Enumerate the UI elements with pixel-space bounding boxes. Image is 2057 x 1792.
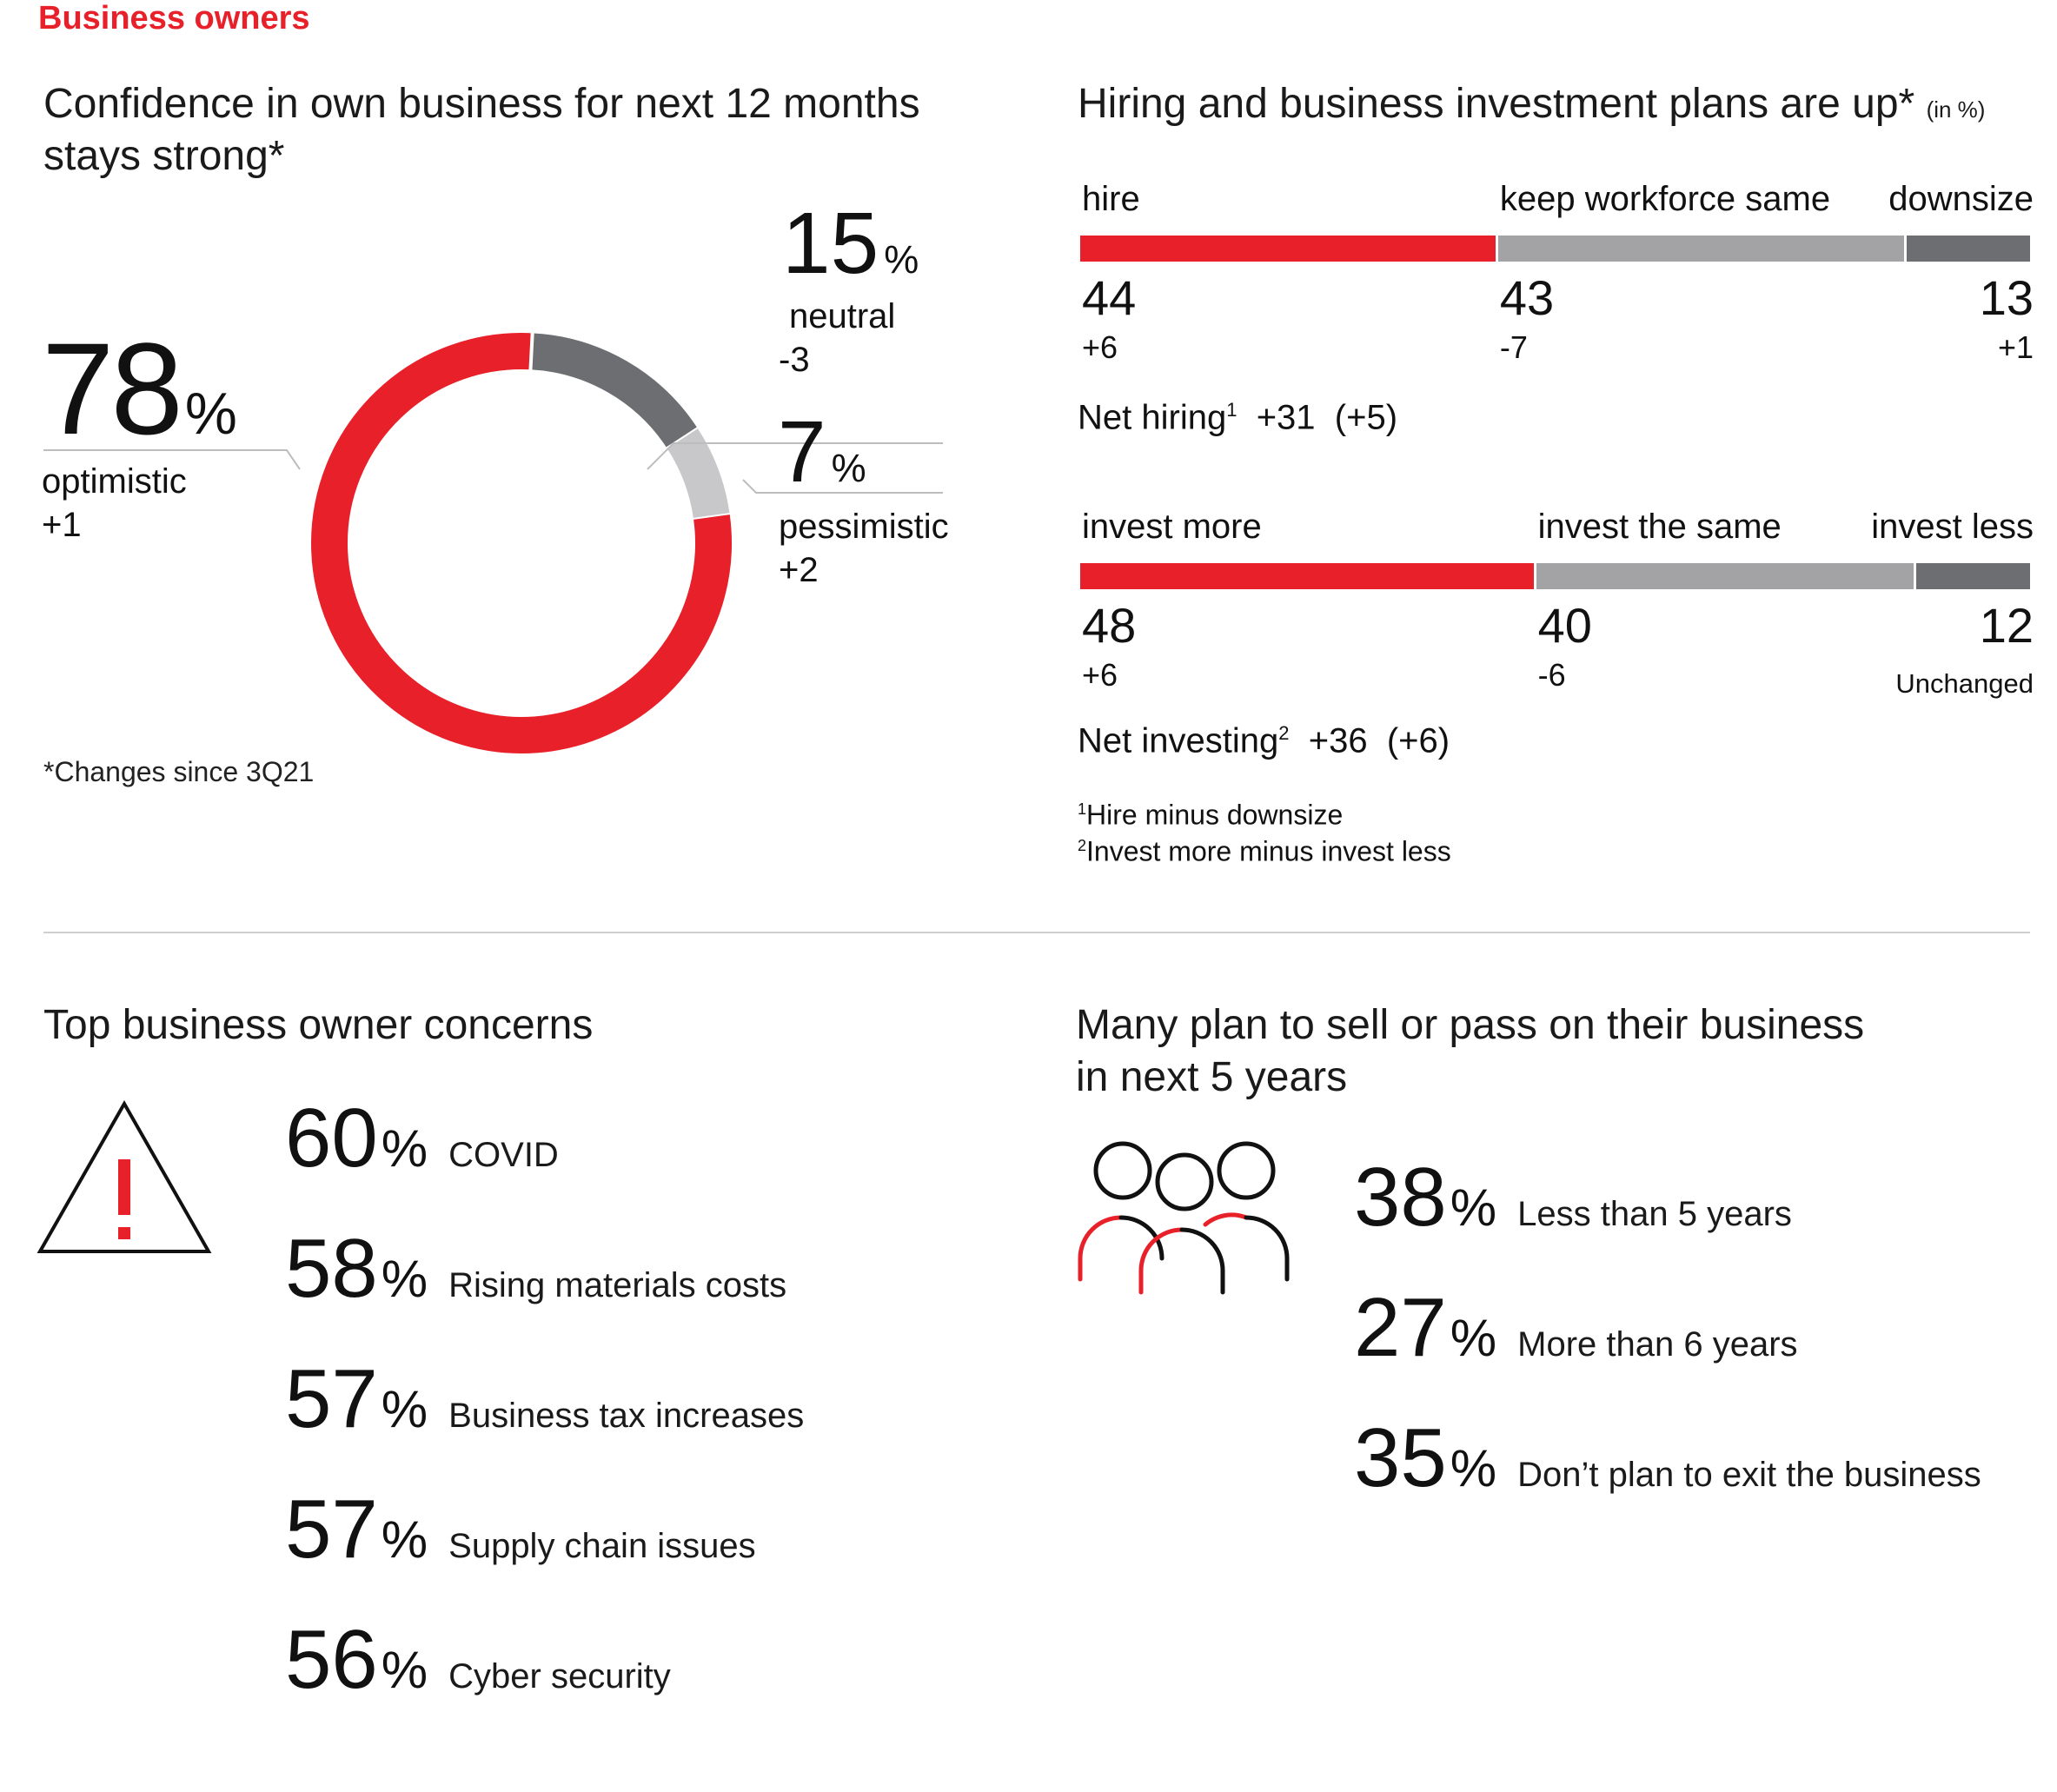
leader-line-neutral bbox=[647, 442, 943, 470]
bar-change-label: +1 bbox=[1997, 329, 2034, 365]
net-investing: Net investing2 +36 (+6) bbox=[1078, 721, 1450, 760]
neutral-value: 15% bbox=[782, 195, 919, 292]
investment-bar-chart: invest more 48 +6 invest the same 40 -6 invest… bbox=[1080, 506, 2034, 714]
bar-category-label: hire bbox=[1082, 180, 1140, 218]
confidence-title-line1: Confidence in own business for next 12 m… bbox=[43, 81, 920, 127]
list-item: 35% Don’t plan to exit the business bbox=[1354, 1411, 1981, 1504]
hiring-bar-chart: hire 44 +6 keep workforce same 43 -7 downsize 1… bbox=[1080, 178, 2034, 387]
bar-category-label: keep workforce same bbox=[1499, 180, 1831, 218]
bar-category-label: invest less bbox=[1871, 508, 2034, 546]
bar-value-label: 44 bbox=[1082, 270, 1137, 325]
leader-line-pessimistic bbox=[742, 479, 943, 494]
list-item: 56% Cyber security bbox=[285, 1613, 671, 1706]
list-item: 60% COVID bbox=[285, 1092, 559, 1185]
hiring-title-unit: (in %) bbox=[1926, 96, 1986, 123]
bar-category-label: downsize bbox=[1888, 180, 2034, 218]
net-investing-value: +36 bbox=[1308, 721, 1368, 760]
succession-list: 38% Less than 5 years 27% More than 6 year… bbox=[1354, 1154, 1981, 1545]
bar-value-label: 12 bbox=[1979, 598, 2034, 653]
list-item: 57% Business tax increases bbox=[285, 1352, 805, 1445]
neutral-change: -3 bbox=[779, 341, 810, 379]
optimistic-change: +1 bbox=[42, 506, 82, 544]
leader-line-optimistic bbox=[43, 449, 301, 470]
list-item: 58% Rising materials costs bbox=[285, 1222, 787, 1315]
bar-change-label: -6 bbox=[1537, 657, 1566, 693]
pessimistic-value: 7% bbox=[778, 403, 866, 501]
net-hiring-value: +31 bbox=[1256, 398, 1316, 437]
bar-value-label: 13 bbox=[1979, 270, 2034, 325]
warning-triangle-icon bbox=[36, 1099, 212, 1253]
bar-change-label: Unchanged bbox=[1895, 668, 2034, 699]
bar-change-label: +6 bbox=[1082, 657, 1118, 693]
bar-category-label: invest more bbox=[1082, 508, 1262, 546]
list-item: 38% Less than 5 years bbox=[1354, 1151, 1792, 1244]
succession-title: Many plan to sell or pass on their busin… bbox=[1076, 999, 1864, 1104]
optimistic-label: optimistic bbox=[42, 462, 187, 501]
bar-value-label: 40 bbox=[1537, 598, 1592, 653]
net-hiring-label: Net hiring bbox=[1078, 398, 1227, 437]
confidence-title: Confidence in own business for next 12 m… bbox=[43, 78, 920, 183]
bar-segment-downsize bbox=[1906, 236, 2030, 262]
list-item: 57% Supply chain issues bbox=[285, 1483, 756, 1576]
bar-change-label: -7 bbox=[1499, 329, 1528, 365]
section-label: Business owners bbox=[38, 0, 310, 37]
bar-segment-hire bbox=[1080, 236, 1496, 262]
hiring-title-text: Hiring and business investment plans are… bbox=[1078, 81, 1915, 127]
confidence-title-line2: stays strong* bbox=[43, 133, 285, 179]
donut-separator bbox=[528, 331, 534, 372]
concerns-list: 60% COVID 58% Rising materials costs 57% Bu… bbox=[285, 1095, 804, 1747]
donut-slice-pessimistic bbox=[667, 428, 730, 521]
section-divider bbox=[43, 932, 2030, 933]
footnote-2: 2Invest more minus invest less bbox=[1078, 835, 1451, 867]
changes-note: *Changes since 3Q21 bbox=[43, 756, 315, 787]
pessimistic-change: +2 bbox=[779, 551, 819, 589]
bar-value-label: 43 bbox=[1499, 270, 1555, 325]
confidence-donut-chart bbox=[43, 331, 943, 753]
concerns-title: Top business owner concerns bbox=[43, 1002, 594, 1048]
succession-title-line1: Many plan to sell or pass on their busin… bbox=[1076, 1002, 1865, 1048]
bar-segment-invest-less bbox=[1915, 563, 2030, 589]
bar-segment-invest-the-same bbox=[1536, 563, 1914, 589]
donut-slice-neutral bbox=[530, 333, 698, 449]
bar-change-label: +6 bbox=[1082, 329, 1118, 365]
bar-value-label: 48 bbox=[1082, 598, 1137, 653]
net-hiring: Net hiring1 +31 (+5) bbox=[1078, 398, 1398, 437]
optimistic-value: 78% bbox=[42, 315, 237, 461]
list-item: 27% More than 6 years bbox=[1354, 1281, 1798, 1374]
hiring-title: Hiring and business investment plans are… bbox=[1078, 78, 1985, 136]
people-group-icon bbox=[1078, 1141, 1290, 1295]
net-hiring-change: (+5) bbox=[1334, 398, 1398, 437]
neutral-label: neutral bbox=[789, 297, 896, 335]
bar-category-label: invest the same bbox=[1537, 508, 1782, 546]
footnote-1: 1Hire minus downsize bbox=[1078, 799, 1344, 831]
net-investing-change: (+6) bbox=[1386, 721, 1450, 760]
succession-title-line2: in next 5 years bbox=[1076, 1054, 1348, 1100]
net-investing-label: Net investing bbox=[1078, 721, 1279, 760]
bar-segment-keep-workforce-same bbox=[1497, 236, 1904, 262]
donut-slice-optimistic bbox=[311, 333, 732, 753]
pessimistic-label: pessimistic bbox=[779, 508, 949, 546]
bar-segment-invest-more bbox=[1080, 563, 1534, 589]
